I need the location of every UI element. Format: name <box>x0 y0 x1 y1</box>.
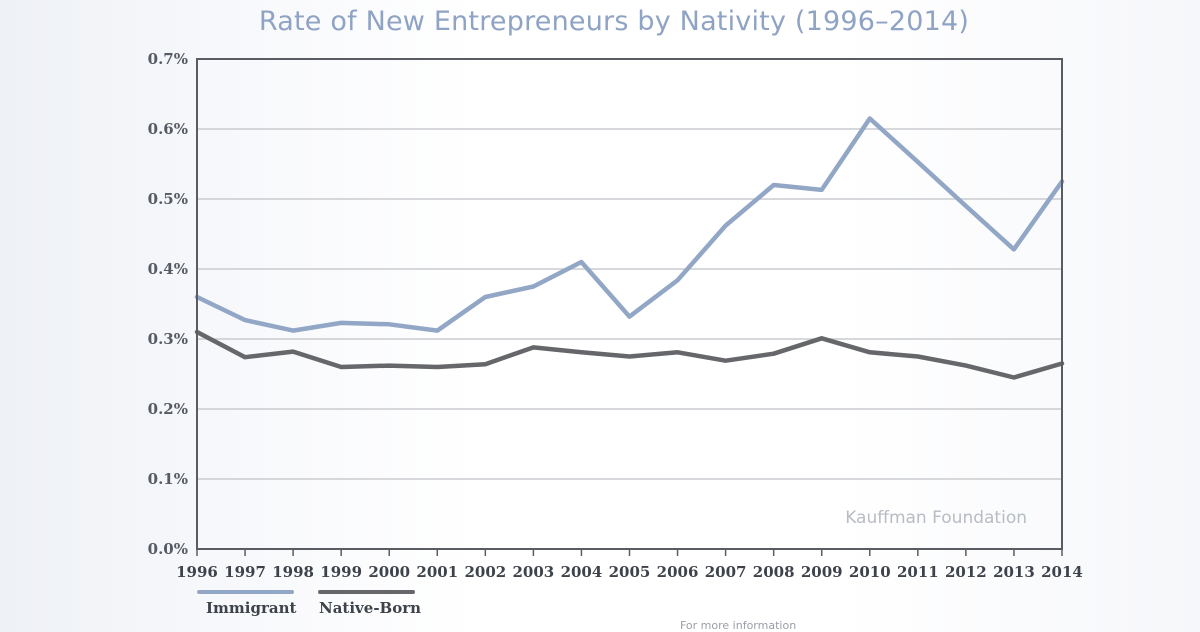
y-tick-label: 0.4% <box>148 260 188 278</box>
legend-label-native-born: Native-Born <box>319 599 422 617</box>
tick-layer: 0.0% 0.1% 0.2% 0.3% 0.4% 0.5% 0.6% 0.7% 1996 1997… <box>148 50 1083 581</box>
x-tick-label: 1998 <box>272 563 314 581</box>
x-tick-label: 2000 <box>368 563 410 581</box>
x-tick-label: 2013 <box>993 563 1035 581</box>
legend-swatch-immigrant <box>197 590 294 594</box>
series-line-immigrant <box>194 116 1065 333</box>
x-tick-label: 2003 <box>513 563 555 581</box>
x-tick-label: 2009 <box>801 563 843 581</box>
y-tick-label: 0.2% <box>148 400 188 418</box>
x-tick-label: 2002 <box>464 563 506 581</box>
legend-swatch-native-born <box>318 590 415 594</box>
y-tick-label: 0.6% <box>148 120 188 138</box>
x-tick-label: 1996 <box>176 563 218 581</box>
series-layer <box>194 116 1065 380</box>
y-tick-label: 0.7% <box>148 50 188 68</box>
x-tick-label: 2012 <box>945 563 987 581</box>
x-tick-label: 2010 <box>849 563 891 581</box>
y-tick-label: 0.1% <box>148 470 188 488</box>
x-tick-label: 2014 <box>1041 563 1083 581</box>
y-tick-label: 0.5% <box>148 190 188 208</box>
x-tick-label: 1997 <box>224 563 266 581</box>
x-tick-label: 2008 <box>753 563 795 581</box>
series-line-native-born <box>194 329 1065 380</box>
x-tick-label: 2001 <box>416 563 458 581</box>
x-tick-label: 1999 <box>320 563 362 581</box>
footnote-text: For more information <box>680 619 797 632</box>
y-tick-label: 0.3% <box>148 330 188 348</box>
grid-layer <box>197 128 1062 480</box>
x-tick-label: 2011 <box>897 563 939 581</box>
y-tick-label: 0.0% <box>148 540 188 558</box>
x-tick-label: 2005 <box>609 563 651 581</box>
x-tick-label: 2006 <box>657 563 699 581</box>
x-tick-label: 2007 <box>705 563 747 581</box>
legend-immigrant: Immigrant <box>197 590 307 620</box>
legend-native-born: Native-Born <box>318 590 428 620</box>
chart-title: Rate of New Entrepreneurs by Nativity (1… <box>258 6 970 37</box>
source-watermark: Kauffman Foundation <box>845 508 1027 528</box>
plot-frame <box>196 58 1063 550</box>
legend-label-immigrant: Immigrant <box>206 599 297 617</box>
x-tick-label: 2004 <box>561 563 603 581</box>
